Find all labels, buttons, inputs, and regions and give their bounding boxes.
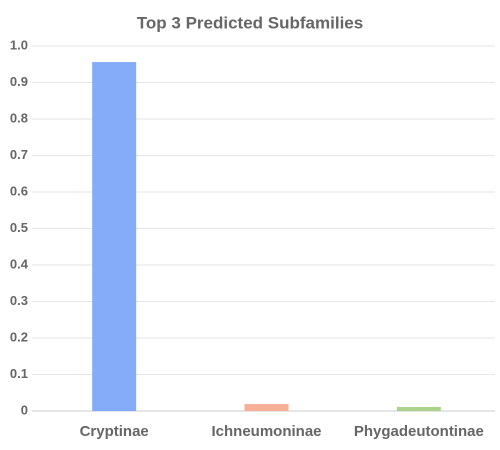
bar: [396, 406, 441, 411]
y-tick-label: 1.0: [10, 37, 28, 52]
x-tick-label: Phygadeutontinae: [354, 423, 484, 440]
y-tick-label: 0.9: [10, 74, 28, 89]
x-tick-label: Cryptinae: [80, 423, 149, 440]
y-tick-label: 0.5: [10, 220, 28, 235]
y-tick-label: 0.8: [10, 110, 28, 125]
y-tick-label: 0.7: [10, 147, 28, 162]
x-tick-label: Ichneumoninae: [211, 423, 321, 440]
bar: [244, 404, 289, 411]
chart-title: Top 3 Predicted Subfamilies: [137, 13, 363, 32]
y-tick-label: 0.2: [10, 329, 28, 344]
y-tick-label: 0.4: [10, 256, 29, 271]
bar: [92, 62, 137, 412]
y-tick-label: 0: [21, 402, 28, 417]
y-tick-label: 0.3: [10, 293, 28, 308]
y-tick-label: 0.1: [10, 366, 28, 381]
y-tick-label: 0.6: [10, 183, 28, 198]
